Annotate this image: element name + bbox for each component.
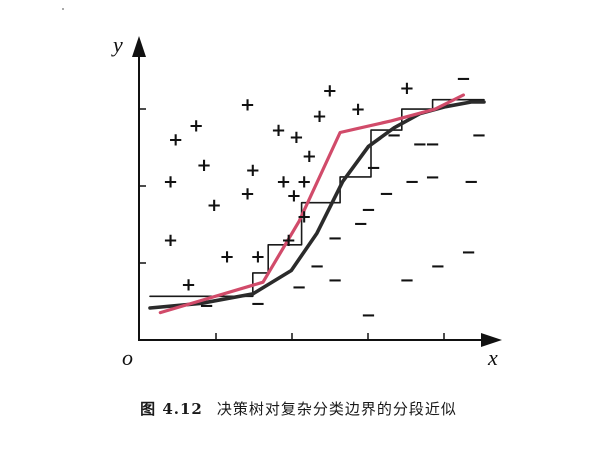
positive-sample: + xyxy=(220,247,235,268)
negative-sample: − xyxy=(309,256,324,277)
x-axis-label: x xyxy=(487,345,498,370)
x-axis-arrow xyxy=(481,333,502,347)
piecewise-linear-approximation xyxy=(158,93,465,315)
negative-sample: − xyxy=(425,134,440,155)
positive-sample: + xyxy=(163,230,178,251)
boundary-lines xyxy=(148,93,486,315)
negative-sample: − xyxy=(327,228,342,249)
axes: y x o xyxy=(111,32,502,370)
negative-sample: − xyxy=(199,296,214,317)
negative-sample: − xyxy=(361,200,376,221)
positive-sample: + xyxy=(289,127,304,148)
positive-sample: + xyxy=(302,146,317,167)
positive-sample: + xyxy=(240,94,255,115)
positive-sample: + xyxy=(297,207,312,228)
positive-sample: + xyxy=(276,172,291,193)
positive-sample: + xyxy=(189,115,204,136)
positive-sample: + xyxy=(207,195,222,216)
negative-sample: − xyxy=(425,167,440,188)
negative-sample: − xyxy=(250,293,265,314)
positive-sample: + xyxy=(312,106,327,127)
positive-sample: + xyxy=(271,120,286,141)
positive-sample: + xyxy=(286,186,301,207)
negative-sample: − xyxy=(327,270,342,291)
negative-sample: − xyxy=(379,183,394,204)
negative-sample: − xyxy=(366,158,381,179)
positive-sample: + xyxy=(181,275,196,296)
positive-sample: + xyxy=(281,230,296,251)
negative-sample: − xyxy=(399,270,414,291)
y-axis-label: y xyxy=(111,32,123,57)
negative-sample: − xyxy=(456,69,471,90)
positive-sample: + xyxy=(245,160,260,181)
negative-sample: − xyxy=(412,134,427,155)
negative-sample: − xyxy=(461,242,476,263)
negative-sample: − xyxy=(430,256,445,277)
positive-sample: + xyxy=(399,78,414,99)
true-classification-boundary xyxy=(148,100,486,310)
negative-sample: − xyxy=(464,172,479,193)
positive-sample: + xyxy=(322,80,337,101)
figure-number: 图 4.12 xyxy=(140,400,203,418)
negative-sample: − xyxy=(471,125,486,146)
figure-caption: 图 4.12 决策树对复杂分类边界的分段近似 xyxy=(0,398,597,419)
positive-sample: + xyxy=(250,247,265,268)
origin-label: o xyxy=(122,345,133,370)
y-axis-arrow xyxy=(132,36,146,57)
negative-sample: − xyxy=(405,172,420,193)
positive-sample: + xyxy=(168,130,183,151)
negative-sample: − xyxy=(291,277,306,298)
positive-sample: + xyxy=(351,99,366,120)
sample-points: ++++++++++++++++++ ++++++− −−−−−−−−− −−−−−−… xyxy=(163,69,486,326)
positive-sample: + xyxy=(297,172,312,193)
negative-sample: − xyxy=(387,125,402,146)
negative-sample: − xyxy=(353,214,368,235)
positive-sample: + xyxy=(196,155,211,176)
positive-sample: + xyxy=(240,183,255,204)
caption-text: 决策树对复杂分类边界的分段近似 xyxy=(216,400,457,418)
positive-sample: + xyxy=(163,172,178,193)
negative-sample: − xyxy=(361,305,376,326)
